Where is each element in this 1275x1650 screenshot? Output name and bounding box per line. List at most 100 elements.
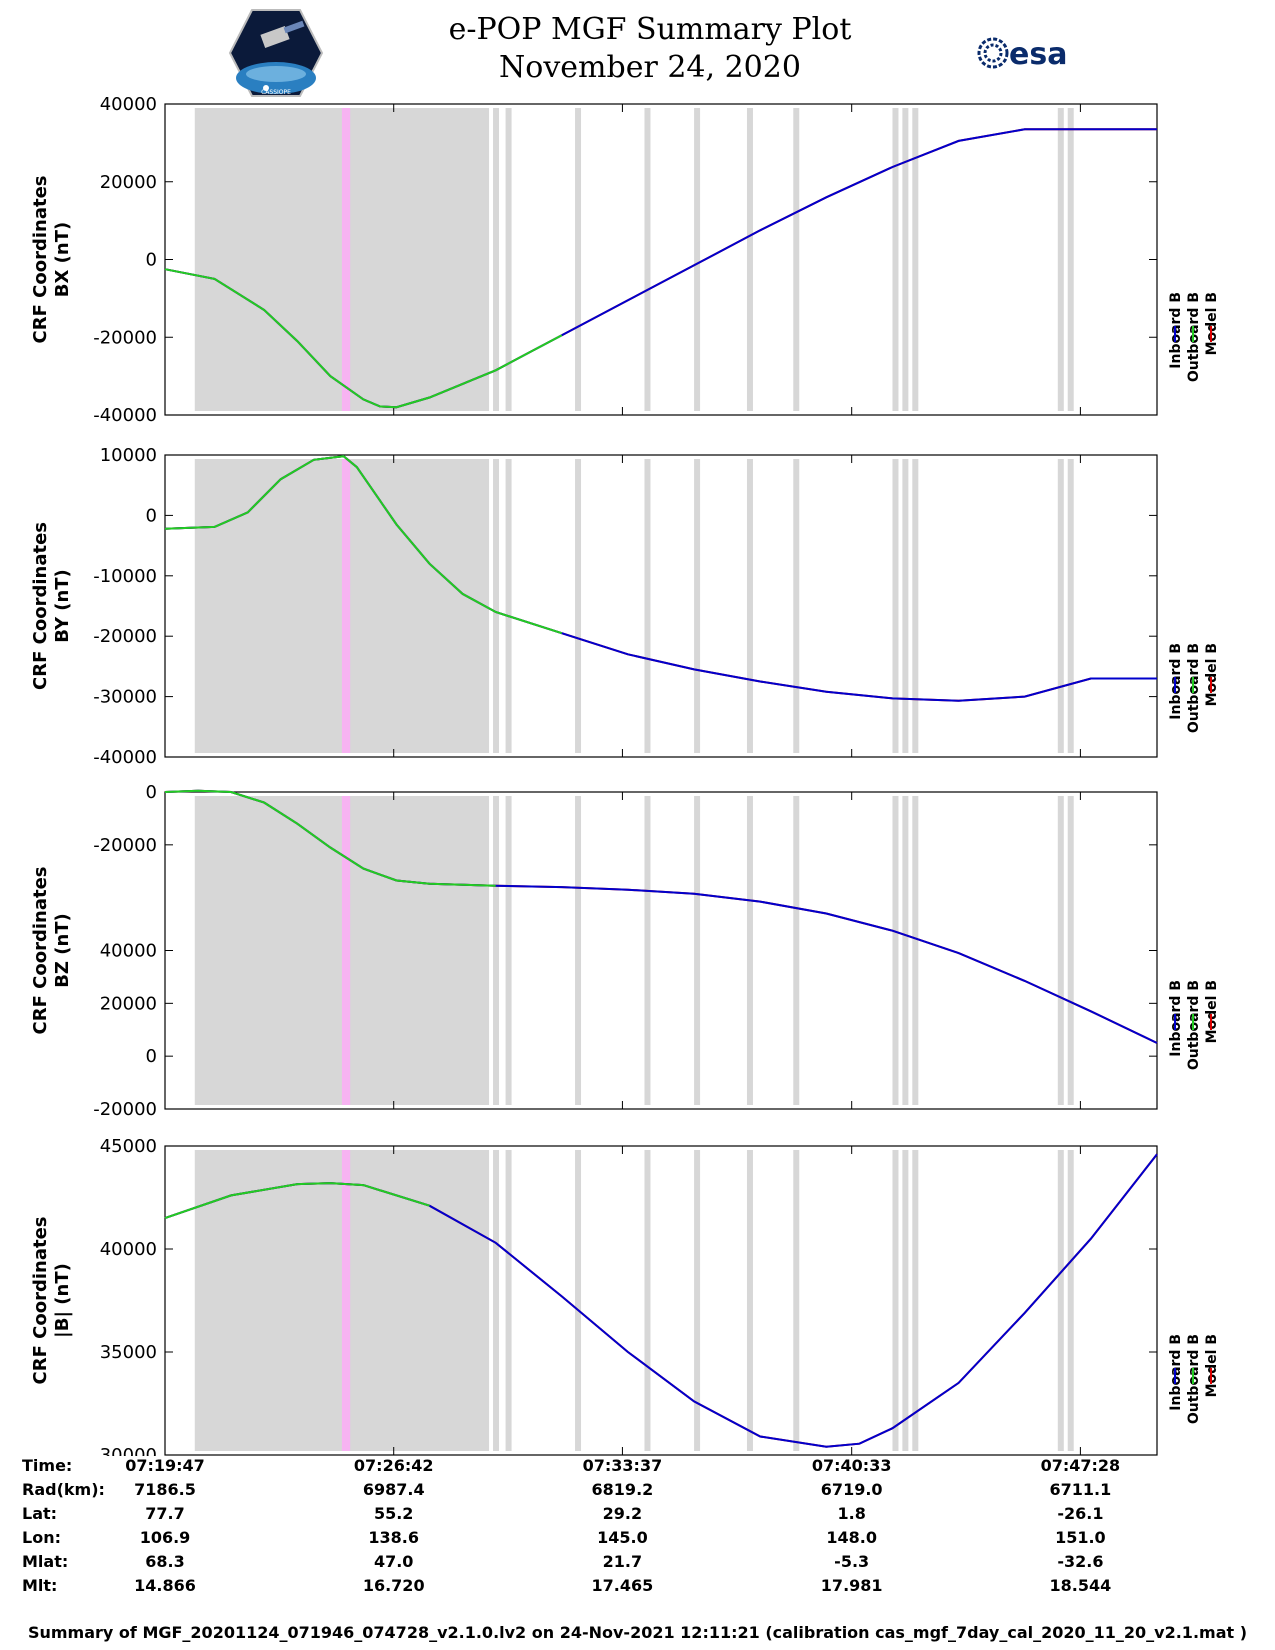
info-cell: 07:40:33 [811,1456,892,1475]
data-gap-bar [505,1150,512,1451]
y-tick-label: 0 [146,782,157,803]
data-gap-bar [902,459,909,753]
info-row-label: Lon: [22,1528,61,1547]
info-cell: 148.0 [826,1528,877,1547]
data-gap-bar [694,459,701,753]
data-gap-bar [746,459,753,753]
orbit-info-table: Time: Rad(km): Lat: Lon: Mlat: Mlt: 07:19:47 71… [0,1456,1275,1616]
data-gap-bar [575,459,582,753]
y-tick-label: -20000 [93,626,157,647]
info-cell: 17.981 [820,1576,883,1595]
y-tick-label: -30000 [93,687,157,708]
data-gap-bar [644,796,651,1105]
y-tick-label: -20000 [93,835,157,856]
data-gap-bar [892,459,899,753]
data-gap-bar [746,108,753,411]
y-axis-label: CRF Coordinates [30,176,51,344]
data-gap-bar [1067,108,1074,411]
y-tick-label: 45000 [100,1136,157,1157]
data-gap-bar [575,108,582,411]
data-gap-bar [902,108,909,411]
info-cell: -5.3 [834,1552,870,1571]
data-gap-bar [644,1150,651,1451]
y-tick-label: 0 [146,505,157,526]
data-gap-bar [1057,459,1064,753]
data-gap-bar [793,1150,800,1451]
data-gap-bar [793,459,800,753]
header: CASSIOPE e-POP MGF Summary Plot November… [0,0,1275,100]
data-gap-bar [493,1150,500,1451]
y-axis-label: BY (nT) [52,569,73,643]
logo-caption: CASSIOPE [261,89,291,96]
y-tick-label: 40000 [100,941,157,962]
data-gap-bar [912,1150,919,1451]
info-cell: 16.720 [362,1576,425,1595]
data-gap-bar [746,1150,753,1451]
event-highlight [341,796,351,1105]
data-gap-bar [694,1150,701,1451]
info-cell: 07:33:37 [582,1456,663,1475]
info-row-label: Mlat: [22,1552,69,1571]
data-gap-bar [644,108,651,411]
data-gap-bar [493,459,500,753]
plot-date: November 24, 2020 [499,50,801,85]
info-cell: 6819.2 [591,1480,654,1499]
data-gap-bar [902,1150,909,1451]
info-cell: -26.1 [1057,1504,1104,1523]
info-cell: 07:26:42 [353,1456,434,1475]
event-highlight [341,459,351,753]
event-highlight [341,1150,351,1451]
legend-model: Model B [1204,1334,1220,1397]
info-cell: 17.465 [591,1576,654,1595]
data-gap-bar [1057,108,1064,411]
esa-logo: esa [975,28,1095,78]
legend-model: Model B [1204,292,1220,355]
info-cell: 07:19:47 [125,1456,205,1475]
info-cell: 7186.5 [134,1480,196,1499]
info-cell: 14.866 [134,1576,196,1595]
plot-frame-1 [164,454,1158,758]
y-tick-label: -20000 [93,1099,157,1120]
data-gap-bar [493,796,500,1105]
data-gap-bar [1067,459,1074,753]
data-gap-bar [912,459,919,753]
info-cell: 77.7 [145,1504,185,1523]
info-cell: 151.0 [1055,1528,1106,1547]
data-gap-bar [892,796,899,1105]
y-tick-label: 40000 [100,94,157,115]
page-title: e-POP MGF Summary Plot [448,12,852,47]
legend-model: Model B [1204,980,1220,1043]
data-gap-bar [575,796,582,1105]
data-gap-bar [505,459,512,753]
info-cell: 138.6 [368,1528,419,1547]
y-tick-label: -20000 [93,327,157,348]
outboard-b-line [164,789,496,887]
info-cell: -32.6 [1057,1552,1104,1571]
info-cell: 21.7 [602,1552,643,1571]
data-gap-bar [892,108,899,411]
data-gap-bar [793,108,800,411]
info-cell: 106.9 [139,1528,191,1547]
info-cell: 29.2 [602,1504,643,1523]
info-cell: 1.8 [837,1504,866,1523]
data-gap-bar [1057,1150,1064,1451]
y-tick-label: -40000 [93,405,157,426]
outboard-b-line [164,455,563,635]
info-cell: 18.544 [1049,1576,1112,1595]
y-tick-label: 35000 [100,1342,157,1363]
outboard-b-line [164,268,563,409]
data-gap-bar [746,796,753,1105]
info-row-label: Time: [22,1456,73,1475]
y-tick-label: 20000 [100,172,157,193]
y-tick-label: 0 [146,250,157,271]
data-gap-bar [493,108,500,411]
data-gap-bar [912,108,919,411]
info-cell: 07:47:28 [1040,1456,1121,1475]
y-tick-label: 30000 [100,1445,157,1456]
y-tick-label: 0 [146,1046,157,1067]
y-tick-label: 40000 [100,1239,157,1260]
info-cell: 6711.1 [1049,1480,1112,1499]
data-gap-bar [694,796,701,1105]
y-axis-label: CRF Coordinates [30,522,51,690]
